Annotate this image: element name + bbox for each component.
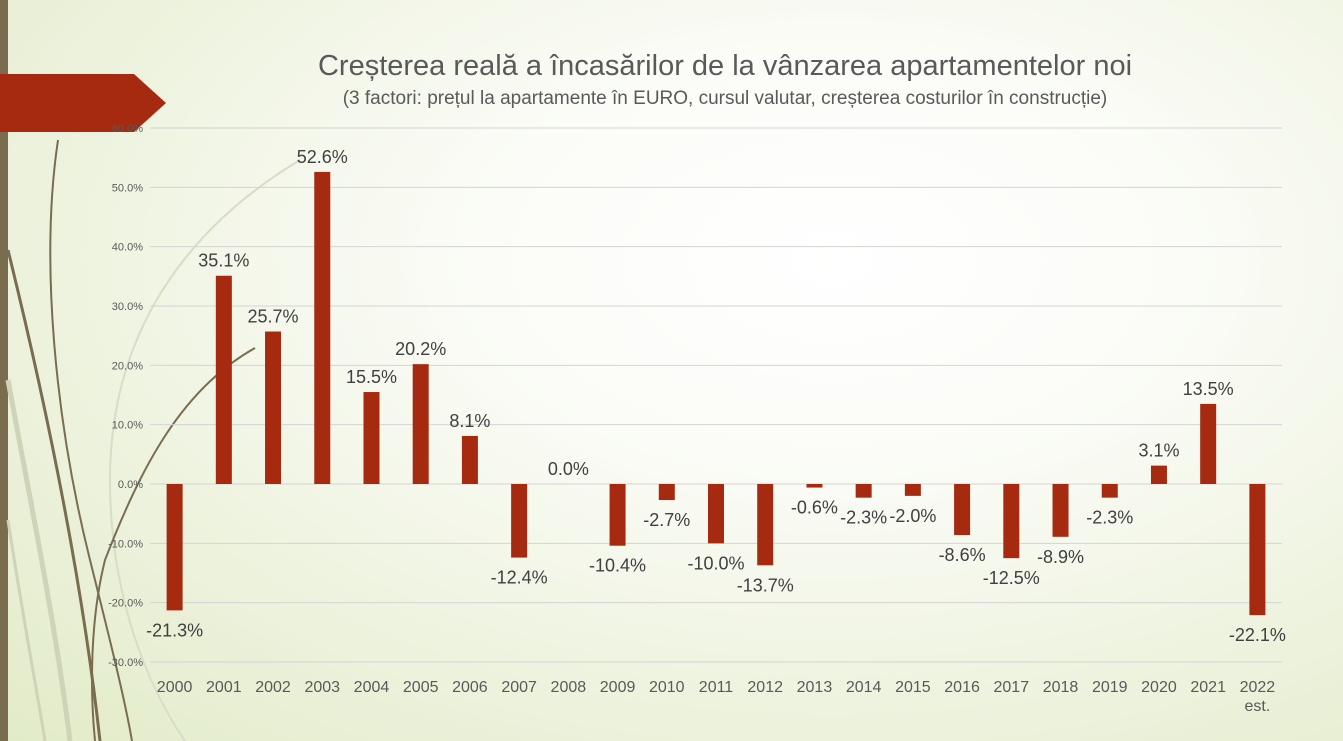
- x-tick-label: 2004: [354, 679, 390, 696]
- data-label: -0.6%: [791, 498, 838, 518]
- bar-2011: [708, 484, 724, 544]
- y-tick-label: 60.0%: [112, 123, 143, 135]
- x-tick-label: 2008: [551, 679, 587, 696]
- bar-2003: [314, 171, 331, 484]
- data-label: -21.3%: [146, 620, 203, 640]
- x-tick-label: 2005: [403, 679, 439, 696]
- bar-2012: [757, 484, 774, 566]
- bar-2006: [461, 435, 478, 484]
- y-tick-label: 10.0%: [112, 420, 143, 432]
- x-tick-label: 2021: [1190, 679, 1226, 696]
- x-tick-label: 2011: [699, 679, 734, 696]
- data-label: 15.5%: [346, 367, 397, 387]
- data-label: -2.3%: [840, 508, 887, 528]
- y-tick-label: 0.0%: [118, 479, 143, 491]
- x-tick-label: 2017: [994, 679, 1030, 696]
- x-tick-label: 2020: [1141, 679, 1177, 696]
- x-tick-label: 2019: [1092, 679, 1128, 696]
- bar-2022: [1249, 484, 1266, 616]
- data-label: -8.9%: [1037, 547, 1084, 567]
- bar-2005: [412, 364, 429, 484]
- data-label: -8.6%: [939, 545, 986, 565]
- x-tick-label: 2013: [797, 679, 833, 696]
- x-tick-label: 2006: [452, 679, 488, 696]
- chart-subtitle: (3 factori: prețul la apartamente în EUR…: [342, 88, 1108, 109]
- data-label: -12.5%: [983, 568, 1040, 588]
- x-tick-label: 2018: [1043, 679, 1079, 696]
- chart-title: Creșterea reală a încasărilor de la vânz…: [317, 50, 1133, 82]
- bar-2010: [658, 484, 675, 501]
- y-tick-label: -30.0%: [108, 657, 143, 669]
- data-label: -12.4%: [491, 568, 548, 588]
- bar-2009: [609, 484, 626, 546]
- y-tick-label: 50.0%: [112, 182, 143, 194]
- data-label: -2.7%: [643, 510, 690, 530]
- y-tick-label: -10.0%: [108, 538, 143, 550]
- data-label: 25.7%: [248, 307, 299, 327]
- bar-2013: [806, 484, 823, 488]
- data-label: 0.0%: [548, 459, 589, 479]
- decorative-swirl-lines: [5, 139, 301, 741]
- bar-2017: [1003, 484, 1020, 559]
- bar-2019: [1101, 484, 1118, 498]
- x-tick-label: 2015: [895, 679, 931, 696]
- x-tick-label: 2022 est.: [1240, 679, 1276, 715]
- bar-2018: [1052, 484, 1069, 537]
- x-tick-label: 2014: [846, 679, 882, 696]
- bar-2014: [855, 484, 872, 498]
- data-labels: -21.3% 35.1% 25.7% 52.6% 15.5% 20.2% 8.1% -12.4…: [146, 147, 1286, 645]
- data-label: -22.1%: [1229, 625, 1286, 645]
- bar-2002: [265, 331, 282, 484]
- y-tick-label: 30.0%: [112, 301, 143, 313]
- x-tick-label: 2000: [157, 679, 193, 696]
- data-label: 3.1%: [1138, 441, 1179, 461]
- data-label: -10.0%: [687, 553, 744, 573]
- data-label: -2.0%: [889, 506, 936, 526]
- bar-2007: [511, 484, 528, 558]
- x-tick-label: 2001: [206, 679, 242, 696]
- x-tick-label: 2009: [600, 679, 636, 696]
- x-tick-label: 2016: [944, 679, 980, 696]
- bar-2016: [954, 484, 971, 536]
- y-tick-label: 40.0%: [112, 242, 143, 254]
- data-label: 13.5%: [1183, 379, 1234, 399]
- bar-2021: [1200, 403, 1217, 484]
- bar-2000: [166, 484, 183, 611]
- x-tick-label: 2012: [747, 679, 783, 696]
- data-label: -2.3%: [1086, 508, 1133, 528]
- data-label: 8.1%: [449, 411, 490, 431]
- x-tick-label: 2002: [255, 679, 291, 696]
- y-tick-label: 20.0%: [112, 360, 143, 372]
- data-label: -13.7%: [737, 575, 794, 595]
- data-label: -10.4%: [589, 556, 646, 576]
- x-tick-label: 2003: [304, 679, 340, 696]
- bar-2001: [215, 275, 232, 484]
- bar-2020: [1150, 465, 1167, 484]
- slide-left-frame-bar: [0, 0, 8, 741]
- bar-2004: [363, 392, 380, 484]
- data-label: 20.2%: [395, 339, 446, 359]
- y-axis-tick-labels: 60.0% 50.0% 40.0% 30.0% 20.0% 10.0% 0.0% -10.0%…: [108, 123, 143, 669]
- x-tick-label: 2010: [649, 679, 685, 696]
- data-label: 35.1%: [198, 251, 249, 271]
- title-accent-arrow: [0, 74, 166, 132]
- data-label: 52.6%: [297, 147, 348, 167]
- x-axis-tick-labels: 2000 2001 2002 2003 2004 2005 2006 2007 2008 2009…: [157, 679, 1275, 715]
- y-tick-label: -20.0%: [108, 598, 143, 610]
- bar-2015: [904, 484, 921, 496]
- x-tick-label: 2007: [501, 679, 537, 696]
- bars: [166, 171, 1266, 616]
